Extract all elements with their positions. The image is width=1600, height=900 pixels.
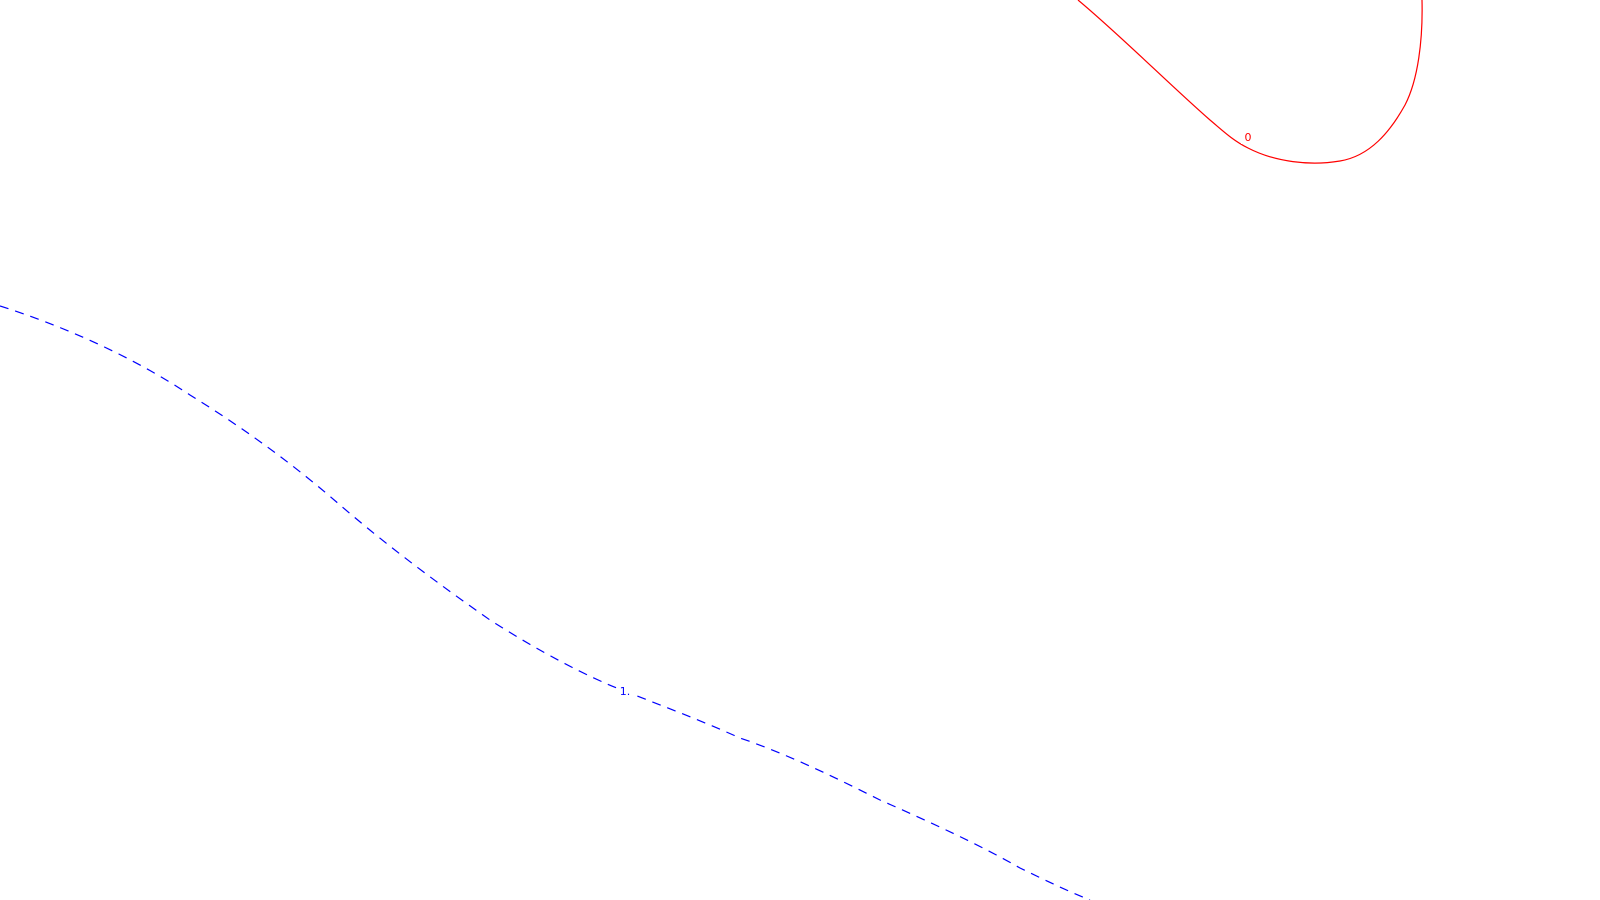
contour-line-1	[0, 305, 1091, 900]
contour-line-0	[1077, 0, 1423, 164]
contour-label-0: 0	[1245, 131, 1252, 144]
contour-label-0-background	[1241, 130, 1255, 144]
contour-label-1-background	[617, 684, 633, 698]
contour-label-1: 1.	[620, 685, 631, 698]
